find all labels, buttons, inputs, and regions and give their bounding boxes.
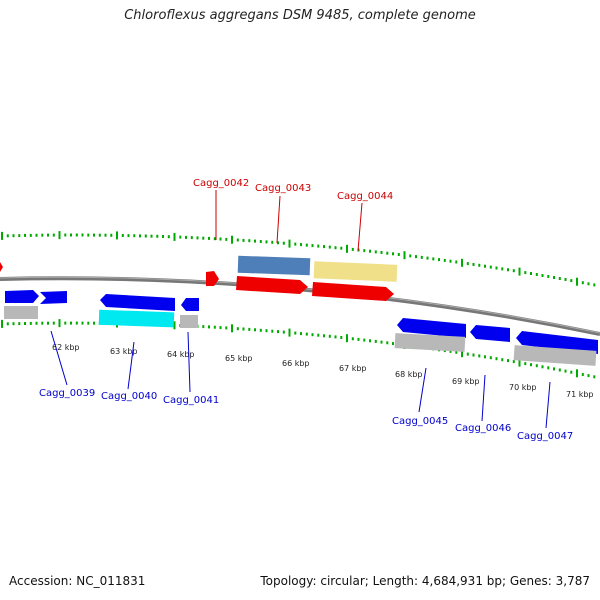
gene-arrow-cagg-0046-blue[interactable] xyxy=(470,325,510,342)
leader-line xyxy=(357,202,363,252)
kbp-label: 62 kbp xyxy=(52,343,80,352)
gene-arrow-cagg-0045-blue[interactable] xyxy=(397,318,466,338)
kbp-labels: 62 kbp 63 kbp 64 kbp 65 kbp 66 kbp 67 kb… xyxy=(52,343,594,399)
leader-line xyxy=(481,374,486,422)
gene-arrow-cagg-0047-blue[interactable] xyxy=(516,331,598,354)
gene-arrow-cagg-0040-blue[interactable] xyxy=(100,294,175,311)
leader-line xyxy=(127,341,135,390)
gene-box-cagg-0045-grey[interactable] xyxy=(394,333,466,352)
kbp-label: 65 kbp xyxy=(225,354,253,363)
kbp-label: 67 kbp xyxy=(339,364,367,373)
gene-label-cagg-0041[interactable]: Cagg_0041 xyxy=(163,395,219,406)
gene-arrow-blue-2[interactable] xyxy=(40,291,67,304)
gene-arrow-cagg-0041-blue[interactable] xyxy=(181,298,199,311)
tick-row-top xyxy=(1,231,596,287)
gene-labels-bottom: Cagg_0039 Cagg_0040 Cagg_0041 Cagg_0045 … xyxy=(39,330,573,442)
kbp-label: 64 kbp xyxy=(167,350,195,359)
gene-label-cagg-0046[interactable]: Cagg_0046 xyxy=(455,423,511,434)
kbp-label: 69 kbp xyxy=(452,377,480,386)
gene-box-cagg-0041-grey[interactable] xyxy=(180,315,198,328)
kbp-label: 70 kbp xyxy=(509,383,537,392)
gene-label-cagg-0039[interactable]: Cagg_0039 xyxy=(39,388,95,399)
gene-label-cagg-0040[interactable]: Cagg_0040 xyxy=(101,391,157,402)
gene-box-cagg-0040-cyan[interactable] xyxy=(98,309,175,328)
gene-label-cagg-0043[interactable]: Cagg_0043 xyxy=(255,183,311,194)
gene-arrow-partial-left[interactable] xyxy=(0,262,3,272)
gene-arrow-blue-1[interactable] xyxy=(5,290,39,303)
gene-label-cagg-0044[interactable]: Cagg_0044 xyxy=(337,191,393,202)
leader-line xyxy=(187,331,191,393)
leader-line xyxy=(50,330,68,386)
gene-label-cagg-0047[interactable]: Cagg_0047 xyxy=(517,431,573,442)
gene-labels-top: Cagg_0042 Cagg_0043 Cagg_0044 xyxy=(193,178,393,252)
kbp-label: 68 kbp xyxy=(395,370,423,379)
genome-title: Chloroflexus aggregans DSM 9485, complet… xyxy=(124,8,476,23)
gene-label-cagg-0042[interactable]: Cagg_0042 xyxy=(193,178,249,189)
gene-box-cagg-0047-grey[interactable] xyxy=(513,345,597,366)
gene-arrow-cagg-0044-red[interactable] xyxy=(312,282,394,301)
accession-label: Accession: NC_011831 xyxy=(9,574,146,588)
leader-line xyxy=(418,367,427,413)
gene-label-cagg-0045[interactable]: Cagg_0045 xyxy=(392,416,448,427)
gene-box-grey-1[interactable] xyxy=(4,306,38,319)
genome-summary-label: Topology: circular; Length: 4,684,931 bp… xyxy=(260,574,590,588)
gene-box-cagg-0044-khaki[interactable] xyxy=(313,261,398,282)
gene-arrow-cagg-0043-red[interactable] xyxy=(236,276,308,294)
gene-arrow-small-red[interactable] xyxy=(206,271,219,286)
kbp-label: 63 kbp xyxy=(110,347,138,356)
leader-line xyxy=(276,195,281,244)
gene-box-cagg-0043-steel[interactable] xyxy=(237,255,311,276)
kbp-label: 66 kbp xyxy=(282,359,310,368)
leader-line xyxy=(545,381,551,429)
kbp-label: 71 kbp xyxy=(566,390,594,399)
